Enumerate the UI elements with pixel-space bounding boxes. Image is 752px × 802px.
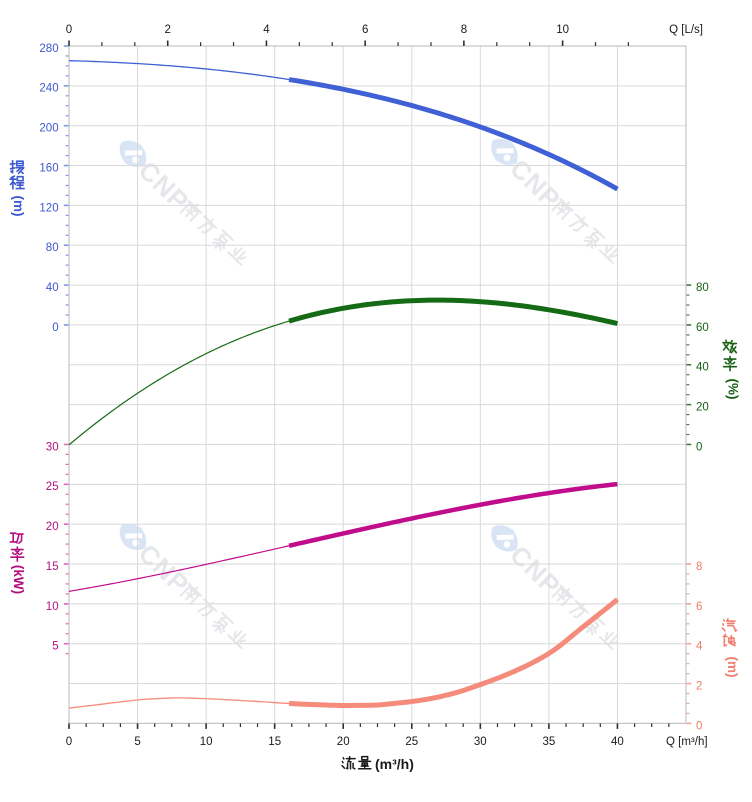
svg-text:0: 0 <box>66 24 72 36</box>
svg-text:30: 30 <box>474 736 487 748</box>
svg-text:0: 0 <box>66 736 72 748</box>
svg-text:25: 25 <box>46 481 59 493</box>
svg-text:6: 6 <box>696 601 702 613</box>
svg-text:35: 35 <box>543 736 556 748</box>
svg-text:160: 160 <box>39 162 58 174</box>
svg-text:15: 15 <box>268 736 281 748</box>
svg-text:(kW): (kW) <box>11 565 26 594</box>
svg-text:10: 10 <box>200 736 213 748</box>
svg-text:15: 15 <box>46 561 59 573</box>
svg-text:60: 60 <box>696 322 709 334</box>
svg-text:10: 10 <box>46 601 59 613</box>
svg-text:2: 2 <box>164 24 170 36</box>
svg-text:(%): (%) <box>726 379 741 400</box>
svg-text:5: 5 <box>52 641 58 653</box>
svg-text:10: 10 <box>556 24 569 36</box>
svg-text:40: 40 <box>696 362 709 374</box>
svg-text:200: 200 <box>39 123 58 135</box>
svg-text:4: 4 <box>263 24 270 36</box>
svg-text:8: 8 <box>461 24 467 36</box>
svg-text:280: 280 <box>39 43 58 55</box>
svg-text:20: 20 <box>337 736 350 748</box>
svg-text:40: 40 <box>611 736 624 748</box>
svg-text:25: 25 <box>405 736 418 748</box>
svg-text:5: 5 <box>134 736 140 748</box>
svg-text:(m): (m) <box>11 196 26 217</box>
svg-text:0: 0 <box>696 720 702 732</box>
svg-text:80: 80 <box>46 242 59 254</box>
svg-text:20: 20 <box>696 402 709 414</box>
svg-text:240: 240 <box>39 83 58 95</box>
svg-text:4: 4 <box>696 641 703 653</box>
svg-text:0: 0 <box>696 441 702 453</box>
svg-text:8: 8 <box>696 561 702 573</box>
svg-text:6: 6 <box>362 24 368 36</box>
svg-text:80: 80 <box>696 282 709 294</box>
svg-text:120: 120 <box>39 202 58 214</box>
svg-text:30: 30 <box>46 441 59 453</box>
svg-text:(m³/h): (m³/h) <box>375 756 414 772</box>
svg-text:(m): (m) <box>725 657 740 678</box>
svg-text:Q [m³/h]: Q [m³/h] <box>666 736 708 748</box>
svg-text:Q [L/s]: Q [L/s] <box>669 24 703 36</box>
svg-text:20: 20 <box>46 521 59 533</box>
svg-text:0: 0 <box>52 322 58 334</box>
svg-text:40: 40 <box>46 282 59 294</box>
svg-text:2: 2 <box>696 681 702 693</box>
